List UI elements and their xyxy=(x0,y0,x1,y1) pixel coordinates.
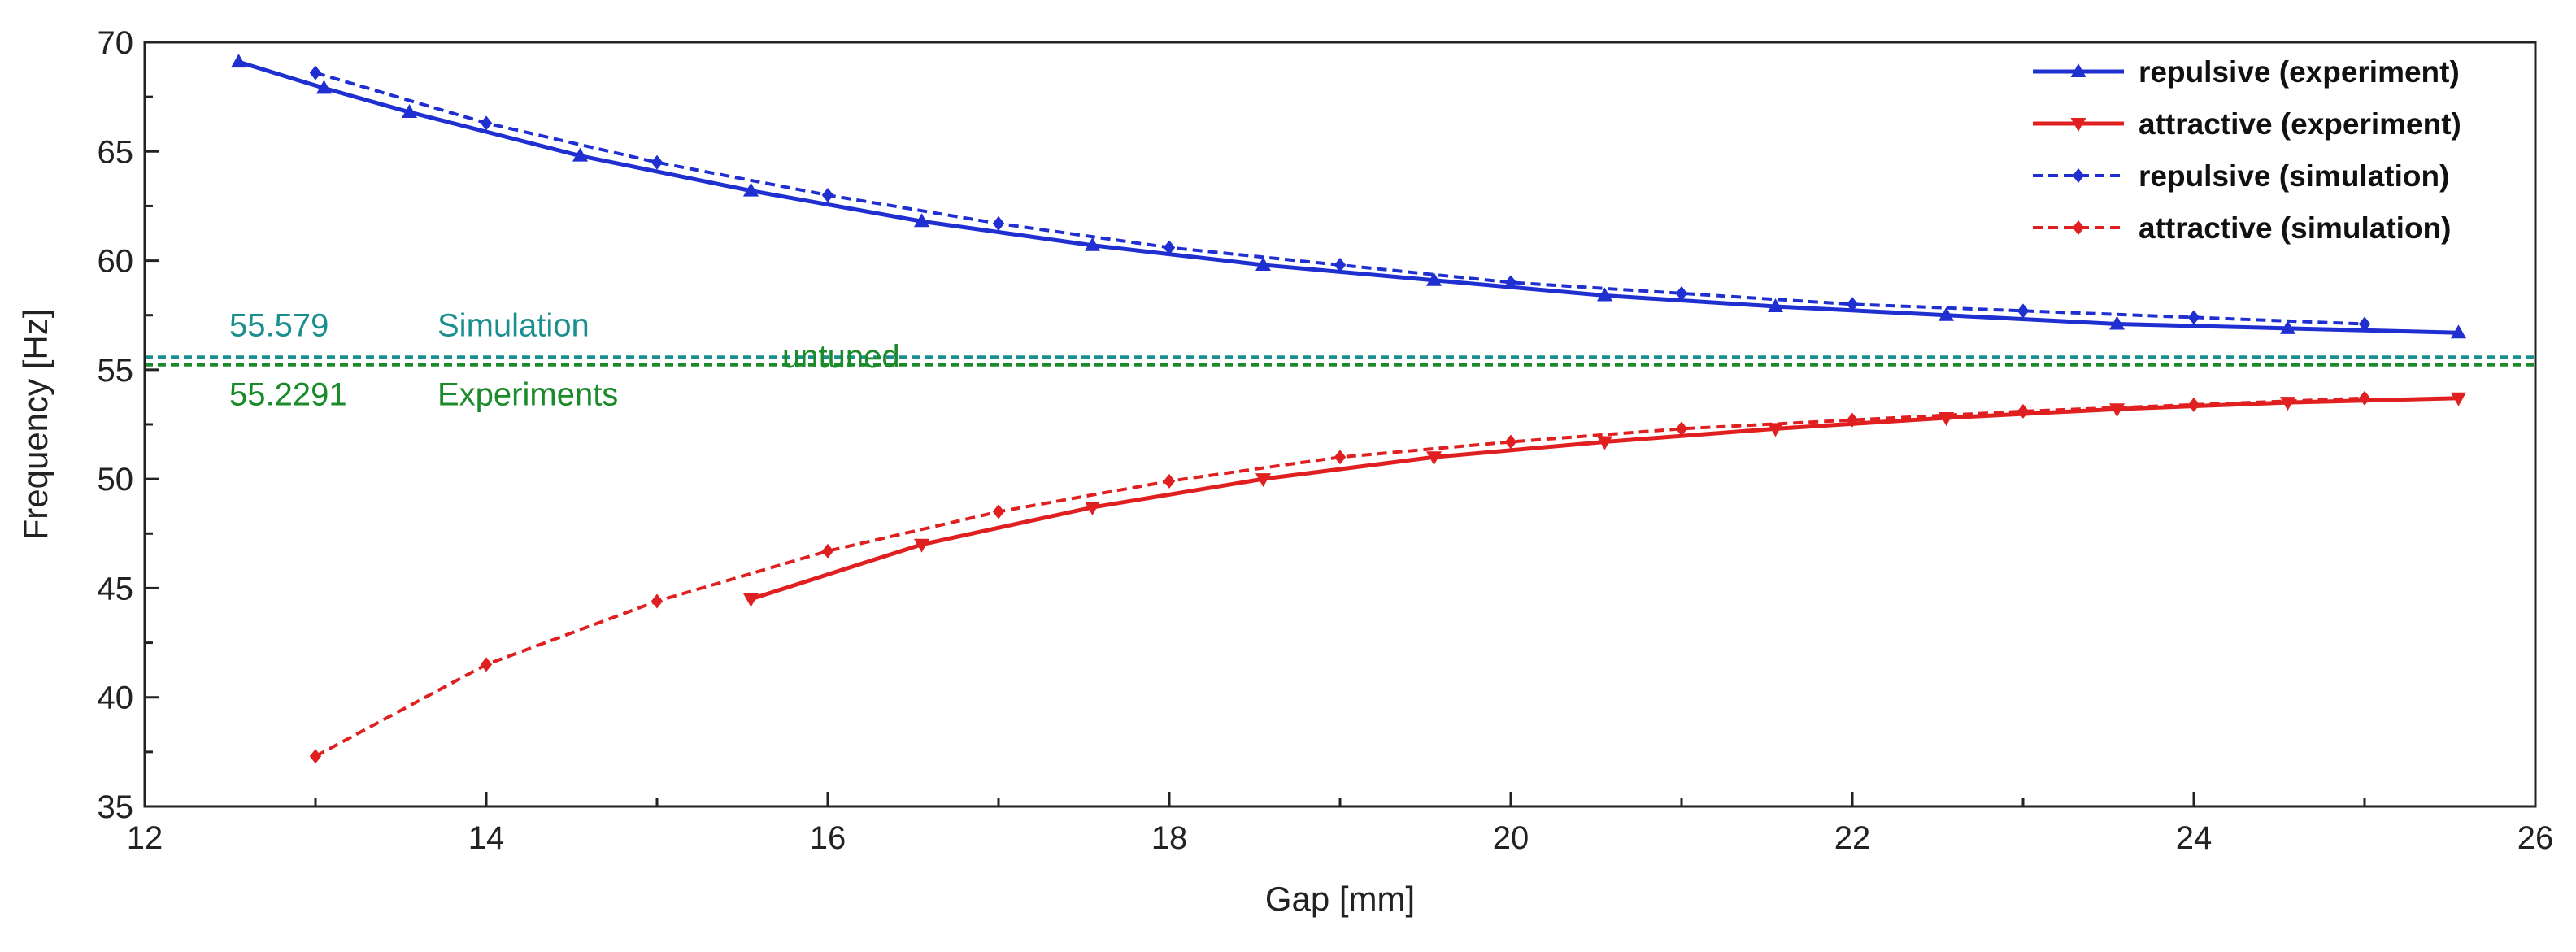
data-point xyxy=(309,65,322,80)
data-point xyxy=(743,182,759,197)
series-attractive-simulation xyxy=(309,390,2371,764)
data-point xyxy=(1768,298,1783,312)
data-point xyxy=(651,154,664,170)
data-point xyxy=(2451,392,2466,406)
x-tick-label: 26 xyxy=(2517,820,2554,856)
legend-label: repulsive (experiment) xyxy=(2139,55,2460,89)
axes: 12 14 16 18 20 22 24 26 35 40 45 50 55 60 65 70 xyxy=(98,25,2554,856)
data-point xyxy=(1426,451,1442,466)
y-tick-label: 65 xyxy=(98,134,134,170)
simulation-value-label: 55.579 xyxy=(229,307,329,343)
data-point xyxy=(1675,285,1688,301)
x-tick-label: 22 xyxy=(1834,820,1871,856)
reference-lines xyxy=(145,355,2535,367)
data-point xyxy=(992,504,1005,519)
data-point xyxy=(1085,502,1100,516)
y-axis-ticks: 35 40 45 50 55 60 65 70 xyxy=(98,25,159,825)
data-point xyxy=(914,538,929,553)
x-tick-label: 18 xyxy=(1151,820,1188,856)
x-axis-ticks: 12 14 16 18 20 22 24 26 xyxy=(127,792,2554,856)
data-point xyxy=(821,543,834,559)
data-point xyxy=(1255,473,1271,488)
x-tick-label: 16 xyxy=(810,820,846,856)
x-axis-title: Gap [mm] xyxy=(1265,880,1415,918)
legend: repulsive (experiment) attractive (exper… xyxy=(2033,55,2461,245)
data-point xyxy=(2187,310,2200,325)
legend-item-repulsive-experiment: repulsive (experiment) xyxy=(2033,55,2460,89)
legend-swatch-marker xyxy=(2072,220,2085,235)
y-tick-label: 40 xyxy=(98,680,134,716)
data-point xyxy=(316,80,332,94)
data-point xyxy=(2017,303,2030,319)
y-tick-label: 45 xyxy=(98,571,134,606)
data-point xyxy=(402,103,417,118)
legend-item-attractive-experiment: attractive (experiment) xyxy=(2033,107,2461,141)
data-point xyxy=(2280,320,2295,334)
data-point xyxy=(2451,324,2466,339)
legend-swatch-marker xyxy=(2072,168,2085,183)
data-point xyxy=(914,213,929,228)
data-point xyxy=(1846,412,1859,428)
data-point xyxy=(2017,403,2030,419)
data-point xyxy=(1597,436,1612,450)
data-point xyxy=(231,54,246,68)
data-point xyxy=(651,593,664,609)
data-point xyxy=(1085,237,1100,251)
x-tick-label: 24 xyxy=(2176,820,2213,856)
series-attractive-experiment xyxy=(743,392,2466,607)
data-point xyxy=(992,215,1005,231)
data-point xyxy=(821,188,834,202)
data-point xyxy=(309,749,322,764)
legend-item-repulsive-simulation: repulsive (simulation) xyxy=(2033,159,2449,193)
data-point xyxy=(1768,423,1783,437)
legend-label: attractive (experiment) xyxy=(2139,107,2461,141)
legend-item-attractive-simulation: attractive (simulation) xyxy=(2033,211,2451,245)
legend-swatch-marker xyxy=(2070,63,2086,77)
y-axis-title: Frequency [Hz] xyxy=(16,309,54,541)
y-tick-label: 60 xyxy=(98,244,134,280)
experiments-value-label: 55.2291 xyxy=(229,377,347,413)
x-tick-label: 20 xyxy=(1493,820,1530,856)
data-point xyxy=(1846,297,1859,312)
data-point xyxy=(2109,315,2125,330)
data-point xyxy=(1163,240,1176,255)
data-point xyxy=(2358,390,2371,406)
data-point xyxy=(1426,272,1442,286)
legend-label: attractive (simulation) xyxy=(2139,211,2451,245)
series-repulsive-simulation xyxy=(309,65,2371,332)
data-point xyxy=(2358,316,2371,332)
series-repulsive-experiment xyxy=(231,54,2466,339)
data-point xyxy=(1334,450,1347,465)
x-tick-label: 12 xyxy=(127,820,163,856)
y-tick-label: 50 xyxy=(98,462,134,498)
series-layer xyxy=(231,54,2466,764)
data-point xyxy=(1675,421,1688,437)
y-tick-label: 70 xyxy=(98,25,134,61)
data-point xyxy=(1163,473,1176,489)
data-point xyxy=(2109,403,2125,418)
legend-swatch-marker xyxy=(2070,118,2086,132)
y-tick-label: 35 xyxy=(98,789,134,825)
simulation-reference-label: Simulation xyxy=(437,307,590,343)
experiments-reference-label: Experiments xyxy=(437,377,618,413)
legend-label: repulsive (simulation) xyxy=(2139,159,2449,193)
data-point xyxy=(1334,257,1347,272)
data-point xyxy=(1939,411,1954,426)
data-point xyxy=(2280,397,2295,411)
reference-annotations: 55.579 Simulation 55.2291 Experiments un… xyxy=(229,307,900,412)
data-point xyxy=(1504,434,1517,450)
data-point xyxy=(480,657,493,672)
data-point xyxy=(572,147,588,162)
y-tick-label: 55 xyxy=(98,353,134,389)
data-point xyxy=(1255,256,1271,271)
untuned-label: untuned xyxy=(782,339,900,375)
x-tick-label: 14 xyxy=(468,820,505,856)
data-point xyxy=(1939,306,1954,321)
data-point xyxy=(480,115,493,131)
data-point xyxy=(1597,287,1612,302)
data-point xyxy=(743,593,759,607)
